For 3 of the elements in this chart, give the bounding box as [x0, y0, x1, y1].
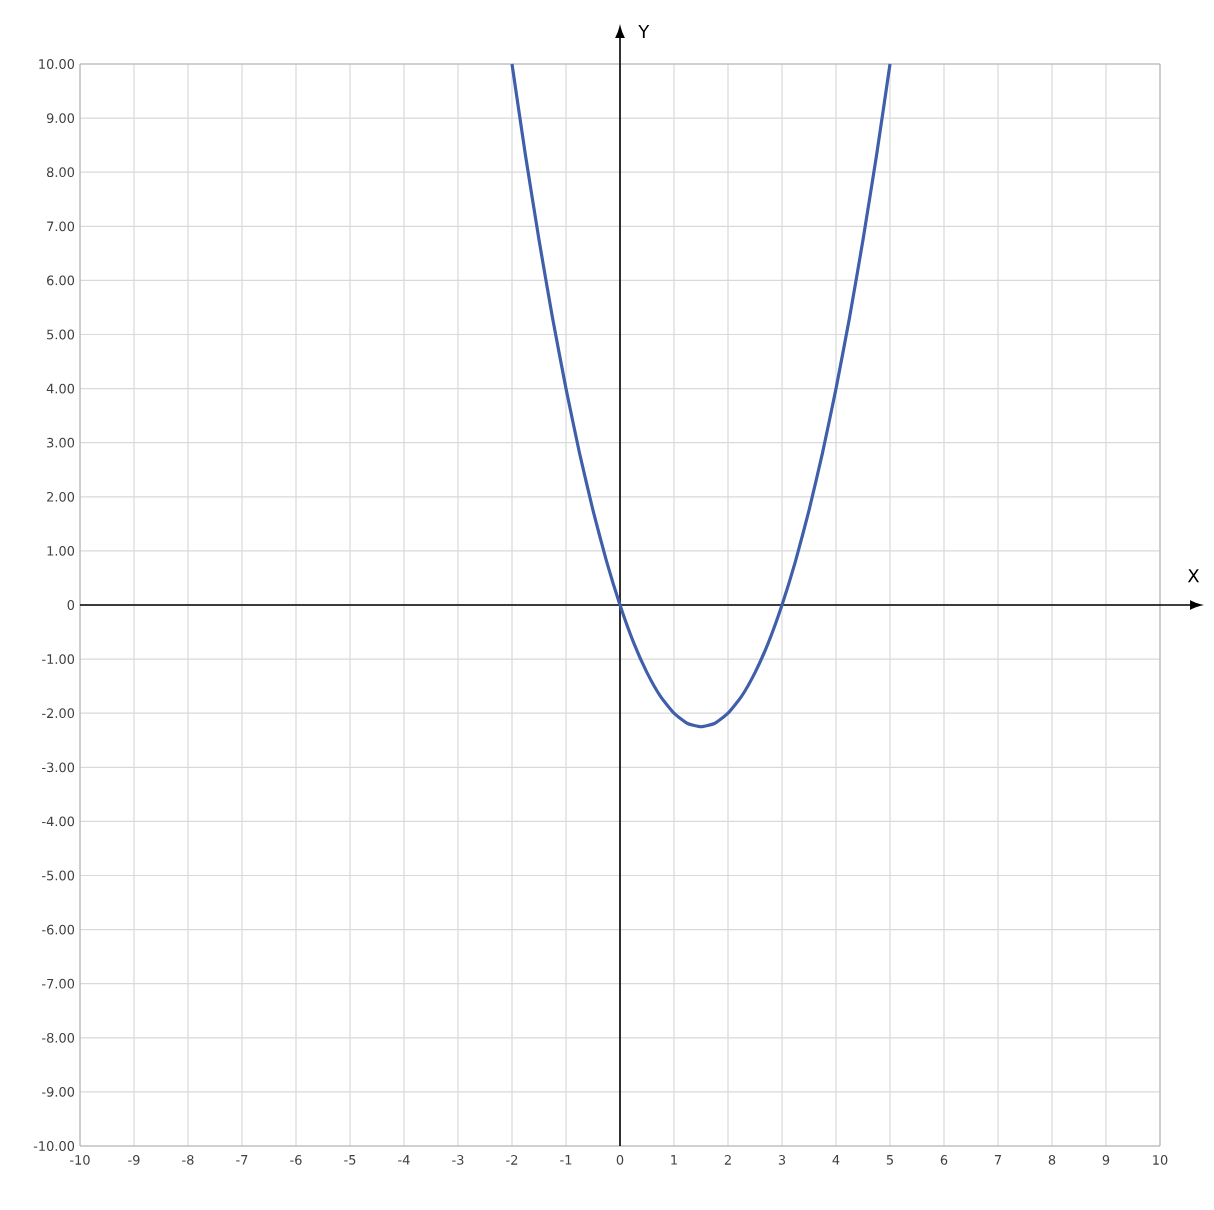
x-axis-title: X — [1187, 569, 1200, 583]
y-axis-title: Y — [638, 25, 650, 39]
line-series — [510, 62, 892, 729]
